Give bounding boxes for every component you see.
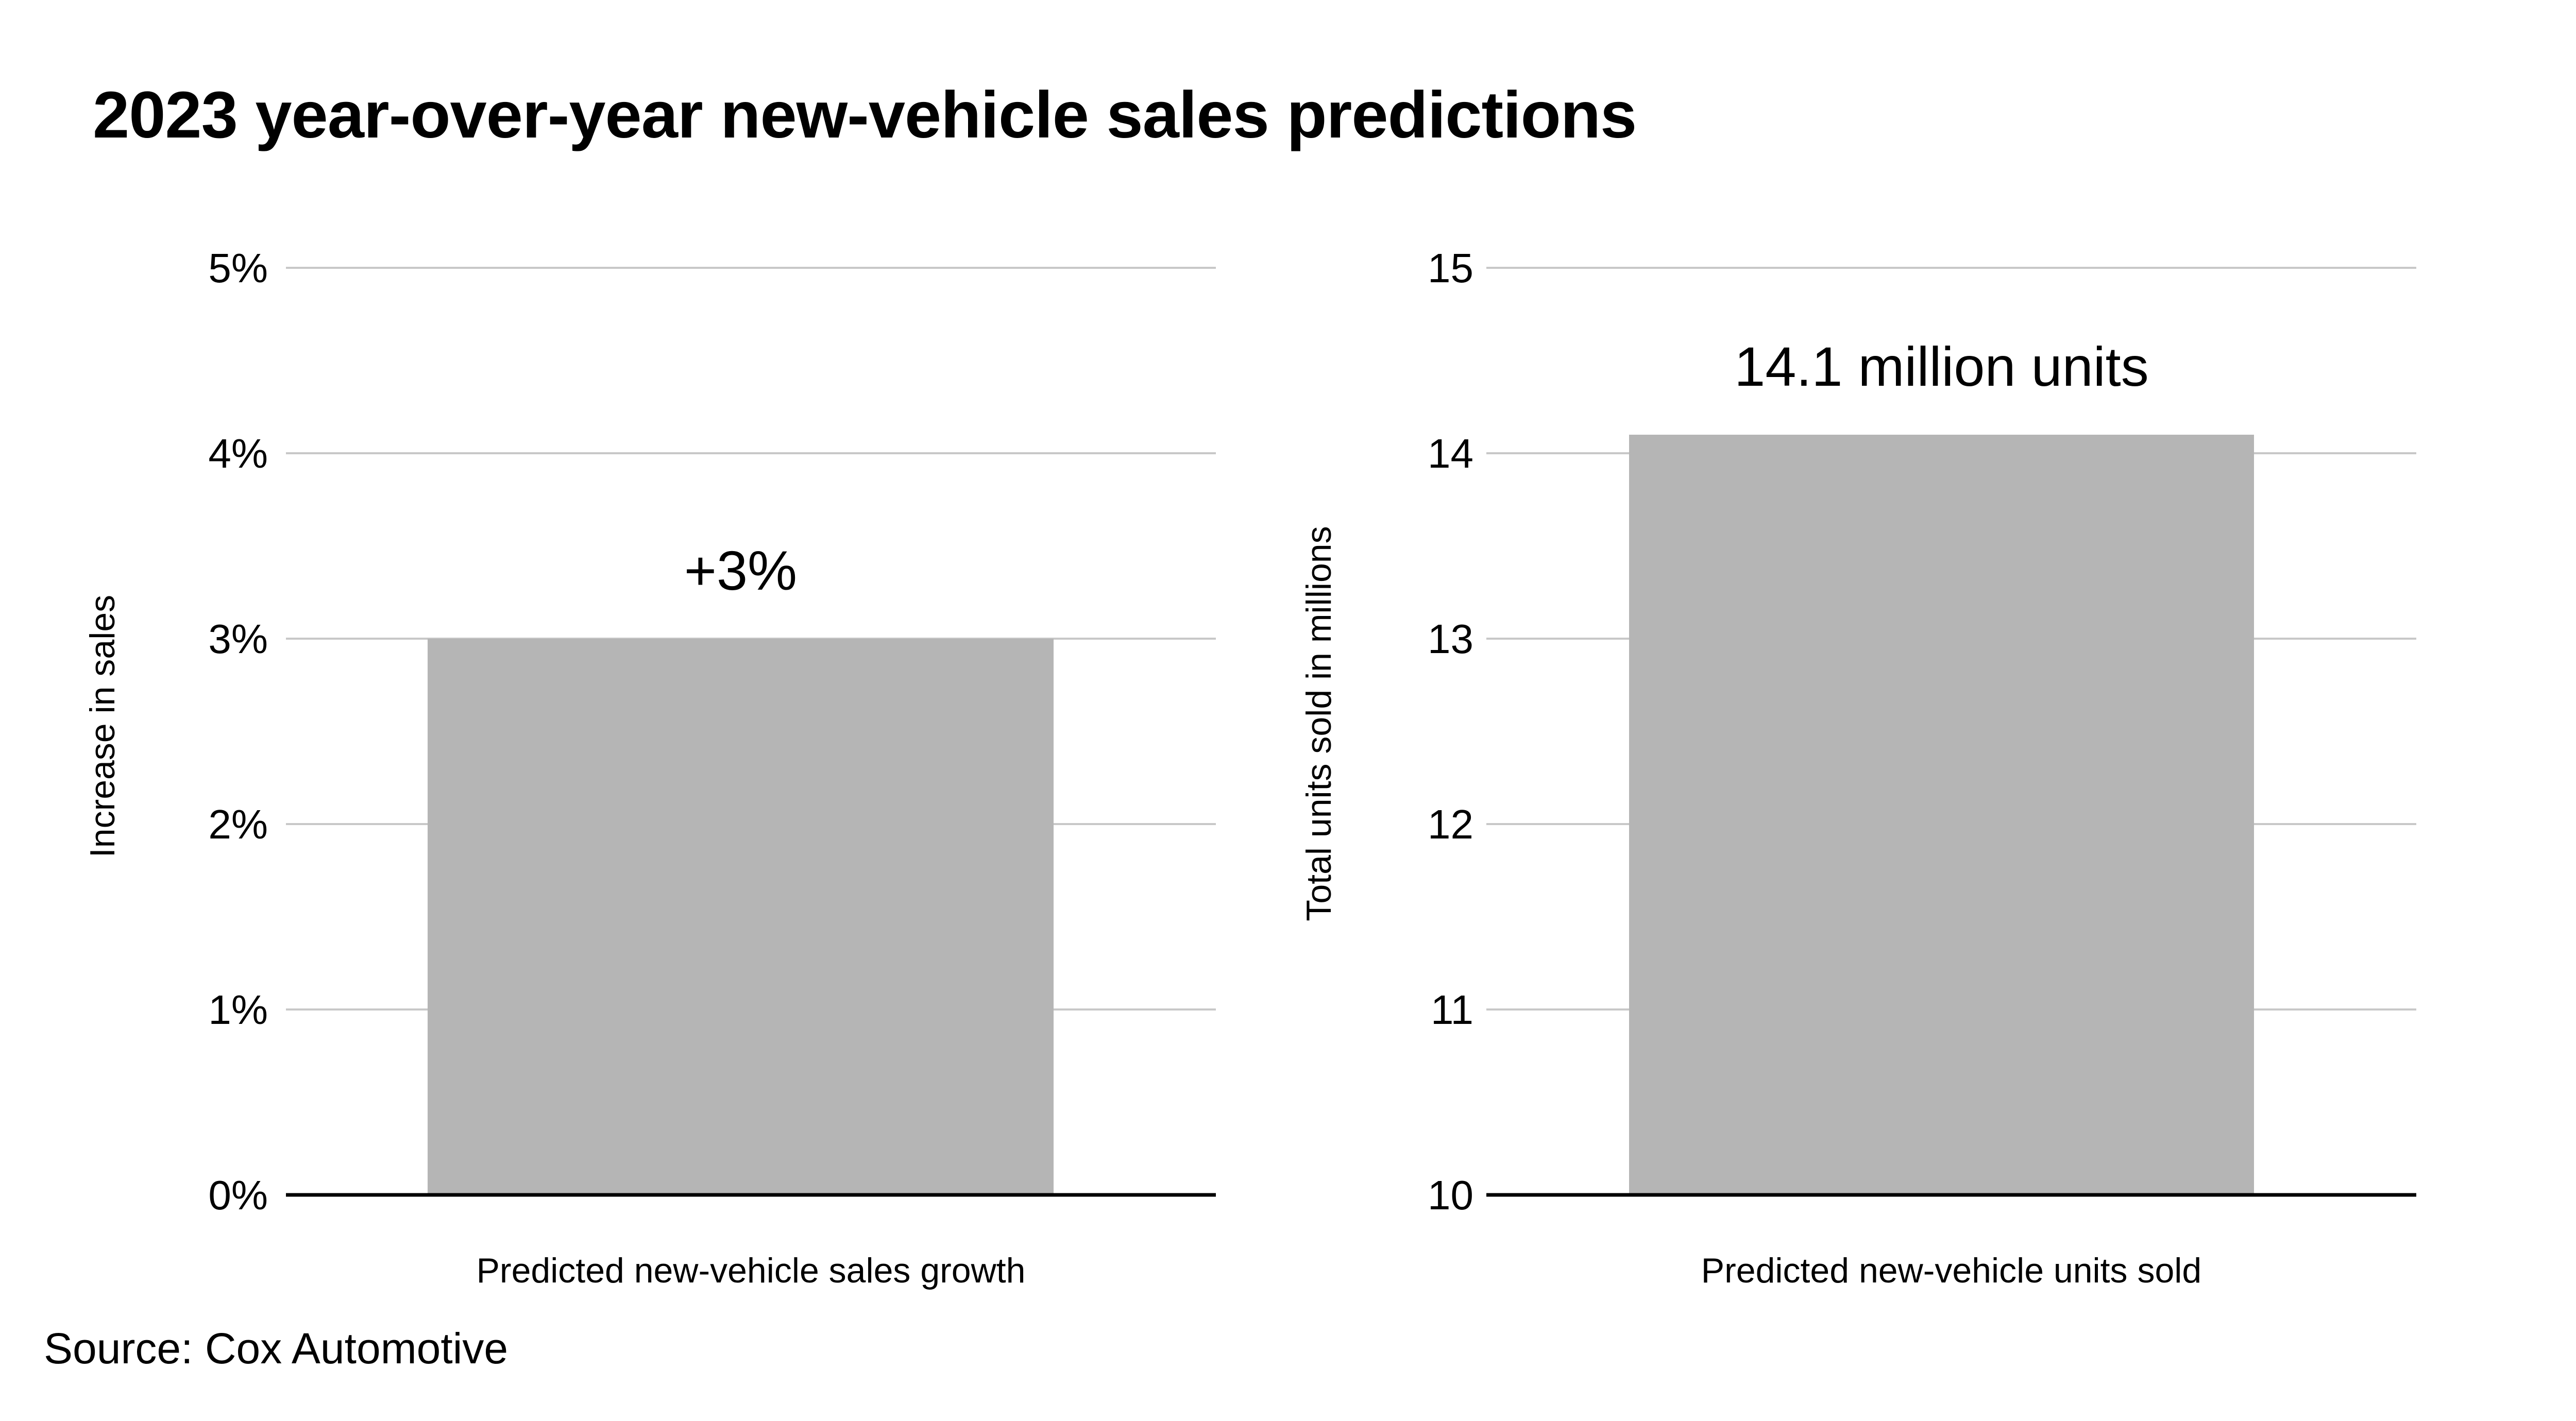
x-axis-label: Predicted new-vehicle sales growth (477, 1251, 1026, 1290)
y-axis-label: Total units sold in millions (1299, 526, 1338, 921)
y-tick-label: 0% (208, 1172, 268, 1218)
y-tick-label: 2% (208, 801, 268, 847)
page-title: 2023 year-over-year new-vehicle sales pr… (93, 78, 1637, 152)
y-tick-label: 11 (1431, 987, 1473, 1033)
y-tick-label: 3% (208, 616, 268, 662)
y-tick-label: 13 (1428, 616, 1473, 662)
y-tick-label: 5% (208, 245, 268, 291)
y-tick-label: 14 (1428, 431, 1473, 476)
x-axis-label: Predicted new-vehicle units sold (1701, 1251, 2201, 1290)
y-tick-label: 4% (208, 431, 268, 476)
y-axis-label: Increase in sales (83, 595, 122, 858)
bar-data-label: 14.1 million units (1734, 335, 2148, 398)
y-tick-label: 12 (1428, 801, 1473, 847)
y-tick-label: 10 (1428, 1172, 1473, 1218)
source-note: Source: Cox Automotive (44, 1324, 509, 1373)
bar-1 (428, 639, 1054, 1195)
bar-data-label: +3% (684, 539, 797, 602)
y-tick-label: 1% (208, 987, 268, 1033)
bar-2 (1629, 435, 2254, 1195)
y-tick-label: 15 (1428, 245, 1473, 291)
